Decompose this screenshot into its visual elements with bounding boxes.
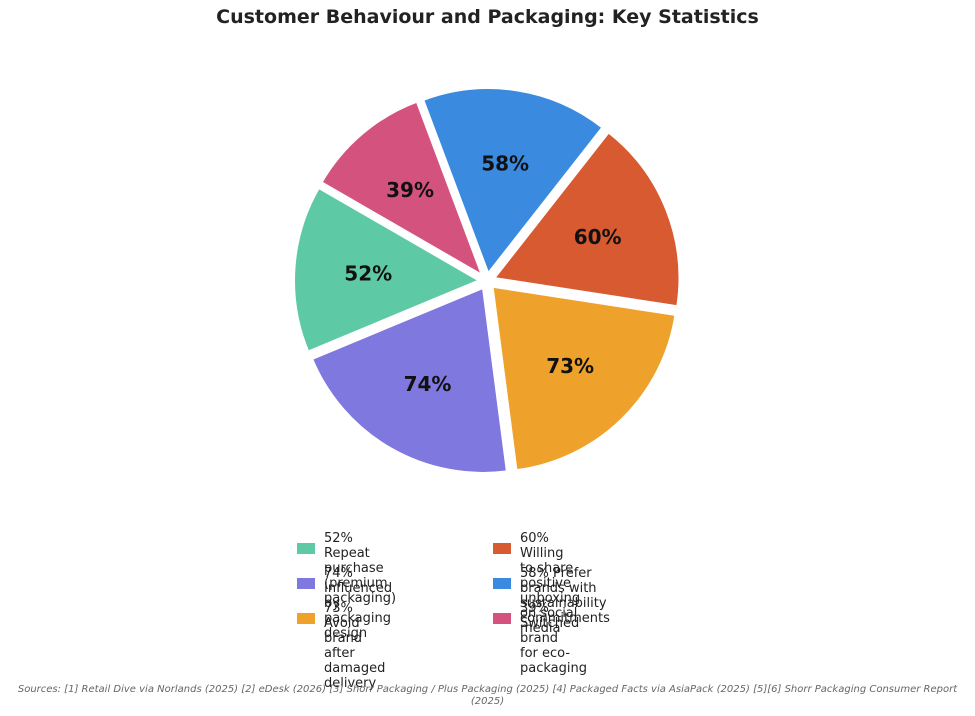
pie-slice <box>310 286 508 474</box>
legend-swatch <box>297 543 315 554</box>
pie-slice <box>491 285 677 472</box>
pie-chart: 52% 74% 73% 60% 58% 39% <box>293 87 681 474</box>
legend-swatch <box>493 543 511 554</box>
slice-value-label: 52% <box>344 261 392 285</box>
legend-swatch <box>493 613 511 624</box>
legend-swatch <box>297 578 315 589</box>
legend-label: 60% Willing to share positive unboxing o… <box>520 531 581 636</box>
legend-label: 73% Avoid brand after damaged delivery <box>324 601 386 691</box>
pie-slice <box>421 87 604 276</box>
pie-slice <box>492 131 681 308</box>
slice-value-label: 73% <box>546 354 594 378</box>
sources-footnote: Sources: [1] Retail Dive via Norlands (2… <box>17 684 958 707</box>
slices-layer <box>293 87 681 474</box>
slice-value-label: 60% <box>574 225 622 249</box>
labels-layer: 52% 74% 73% 60% 58% 39% <box>344 151 621 396</box>
chart-title: Customer Behaviour and Packaging: Key St… <box>216 6 759 28</box>
slice-value-label: 74% <box>404 372 452 396</box>
legend-label: 74% Influenced by packaging design <box>324 566 393 641</box>
legend-swatch <box>297 613 315 624</box>
legend-swatch <box>493 578 511 589</box>
pie-slice <box>320 100 484 278</box>
slice-value-label: 39% <box>386 178 434 202</box>
pie-slice <box>293 186 482 353</box>
legend-label: 52% Repeat purchase (premium packaging) <box>324 531 397 606</box>
legend-label: 58% Prefer brands with sustainability co… <box>520 566 610 626</box>
slice-value-label: 58% <box>481 151 529 175</box>
legend-label: 39% Switched brand for eco-packaging <box>520 601 587 676</box>
